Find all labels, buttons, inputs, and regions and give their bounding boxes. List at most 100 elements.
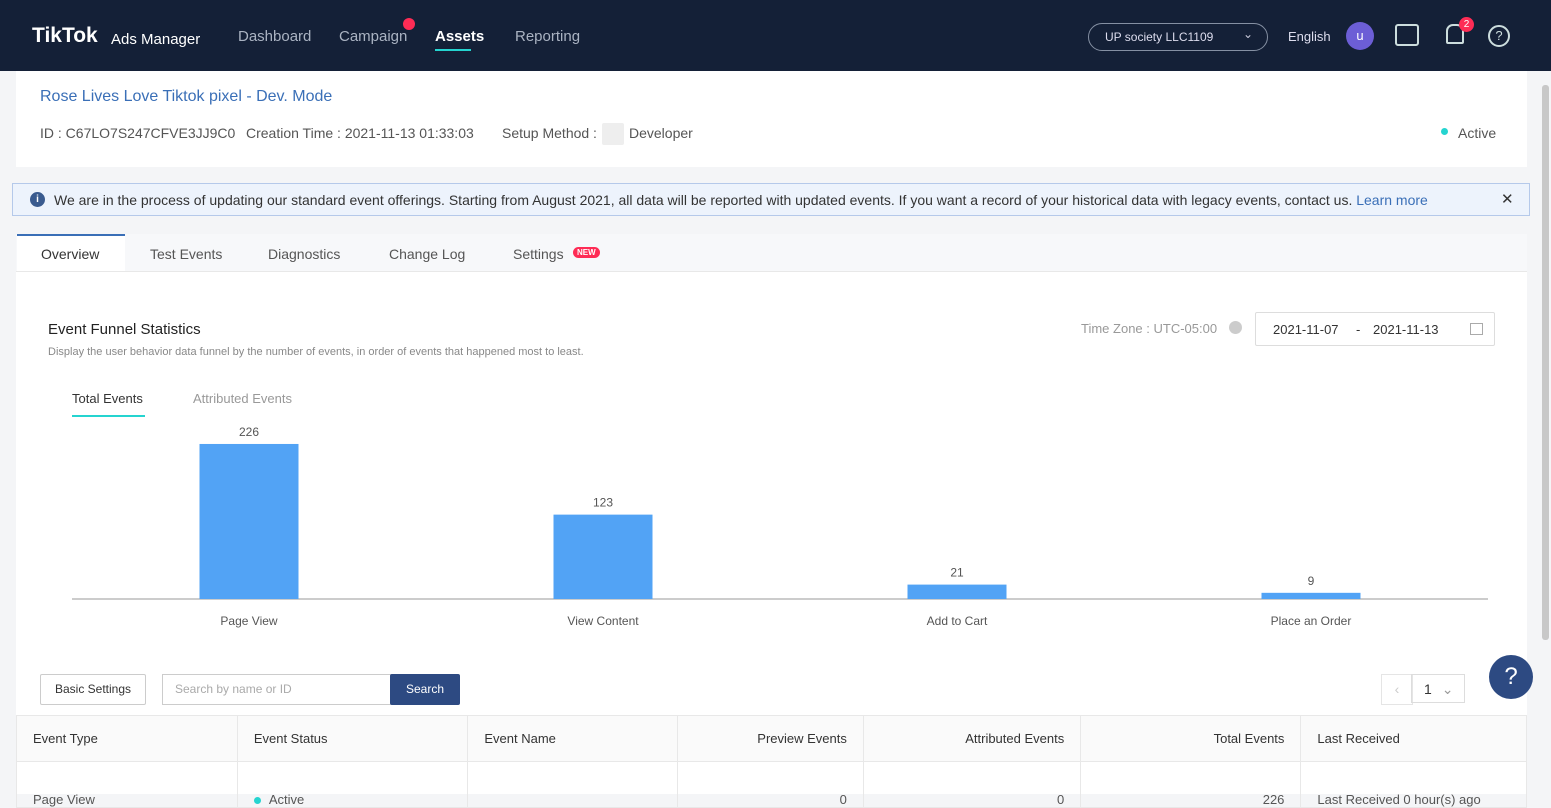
status-dot [1441,128,1448,135]
category-label: View Content [567,614,639,628]
bar [1261,592,1361,599]
category-label: Add to Cart [927,614,988,628]
notification-badge: 2 [1459,17,1474,32]
new-badge: NEW [573,247,600,258]
category-label: Page View [220,614,277,628]
active-tab-bg [17,234,125,271]
bell-icon[interactable] [1446,24,1464,44]
category-label: Place an Order [1271,614,1352,628]
account-select[interactable]: UP society LLC1109 ⌄ [1088,23,1268,51]
status-dot [253,797,261,804]
pixel-status: Active [1458,125,1497,141]
subtab[interactable]: Attributed Events [193,391,292,406]
value-label: 226 [239,425,259,439]
tab[interactable]: Diagnostics [268,246,341,262]
nav-item[interactable]: Campaign [339,28,408,45]
column-header: Last Received [1300,715,1527,762]
help-float-button[interactable]: ? [1489,655,1533,699]
notice-text: We are in the process of updating our st… [54,192,1428,208]
column-header: Event Status [236,715,469,762]
tab[interactable]: Test Events [150,246,223,262]
cell: 226 [1080,761,1302,808]
column-header: Total Events [1080,715,1302,762]
header-text: Preview Events [757,731,847,746]
setup-method: Developer [629,125,693,141]
basic-settings-button[interactable]: Basic Settings [40,674,146,705]
cell-text: Active [268,792,305,807]
tab-bar [16,234,1527,272]
header-text: Event Name [484,731,556,746]
setup-label: Setup Method : [502,125,597,141]
bar [199,443,299,599]
avatar[interactable]: u [1346,22,1374,50]
search-button[interactable]: Search [390,674,460,705]
header-text: Event Type [33,731,98,746]
bar [553,514,653,599]
product-name: Ads Manager [111,31,201,48]
header-text: Event Status [253,731,328,746]
pixel-title: Rose Lives Love Tiktok pixel - Dev. Mode [40,88,333,105]
logo[interactable]: TikTok [32,24,98,47]
subtab[interactable]: Total Events [72,391,143,406]
plus-dot [403,18,415,30]
date-start: 2021-11-07 [1273,322,1339,337]
briefcase-icon[interactable] [1395,24,1419,46]
cell: 0 [862,761,1082,808]
funnel-title: Event Funnel Statistics [48,321,201,338]
scrollbar [1542,85,1549,640]
cell-text: 0 [839,792,847,807]
column-header: Event Type [16,715,238,762]
chevron: ⌄ [1243,27,1254,41]
timezone: Time Zone : UTC-05:00 [1081,321,1218,336]
header-row: Event Type Event Status Event Name Preview … [16,715,1527,762]
nav-item[interactable]: Reporting [515,28,581,45]
code-icon [602,123,624,145]
notice-message: We are in the process of updating our st… [54,192,1353,208]
tab[interactable]: Change Log [389,246,466,262]
nav-item[interactable]: Dashboard [238,28,312,45]
column-header: Event Name [467,715,679,762]
funnel-chart: 226 Page View 123 View Content 21 Add to Cart… [72,425,1488,628]
help-icon[interactable]: ? [1488,25,1510,47]
funnel-description: Display the user behavior data funnel by… [48,346,584,358]
page-select[interactable]: 1 ⌄ [1411,674,1465,703]
main-card: Overview Test Events Diagnostics Change … [16,234,1527,808]
date-range[interactable]: 2021-11-07 - 2021-11-13 [1255,312,1495,346]
pixel-id: ID : C67LO7S247CFVE3JJ9C0 [40,125,236,141]
cell: Active [236,761,469,808]
tab[interactable]: Settings [513,246,564,262]
column-header: Attributed Events [862,715,1082,762]
calendar-icon [1470,323,1483,335]
chevron: ⌄ [1441,681,1454,697]
pixel-card: Rose Lives Love Tiktok pixel - Dev. Mode… [16,71,1527,167]
close-button[interactable]: ✕ [1501,191,1514,208]
subtab-underline [72,415,145,417]
creation-time: Creation Time : 2021-11-13 01:33:03 [246,125,474,141]
info-icon: i [30,192,45,207]
page-number: 1 [1424,681,1432,697]
search-input[interactable]: Search by name or ID [162,674,402,705]
learn-more-link[interactable]: Learn more [1356,192,1428,208]
prev-page[interactable]: ‹ [1381,674,1413,705]
notice-bar: i We are in the process of updating our … [12,183,1530,216]
date-separator: - [1356,322,1361,337]
cell: Last Received 0 hour(s) ago [1300,761,1527,808]
value-label: 9 [1308,574,1315,588]
top-nav: TikTok Ads Manager Dashboard Campaign As… [0,0,1551,71]
cell-text: 0 [1056,792,1065,807]
cell-text: 226 [1262,792,1285,807]
column-header: Preview Events [677,715,864,762]
active-underline [435,49,471,51]
language[interactable]: English [1288,29,1331,44]
tab[interactable]: Overview [41,246,100,262]
cell: 0 [677,761,864,808]
events-table: Event Type Event Status Event Name Preview … [16,715,1527,808]
cell-text: Last Received 0 hour(s) ago [1317,792,1481,807]
account-name: UP society LLC1109 [1105,30,1214,44]
date-end: 2021-11-13 [1373,322,1439,337]
help-dot [1229,321,1242,334]
nav-item[interactable]: Assets [435,28,485,45]
value-label: 21 [950,566,964,580]
header-text: Attributed Events [965,731,1065,746]
